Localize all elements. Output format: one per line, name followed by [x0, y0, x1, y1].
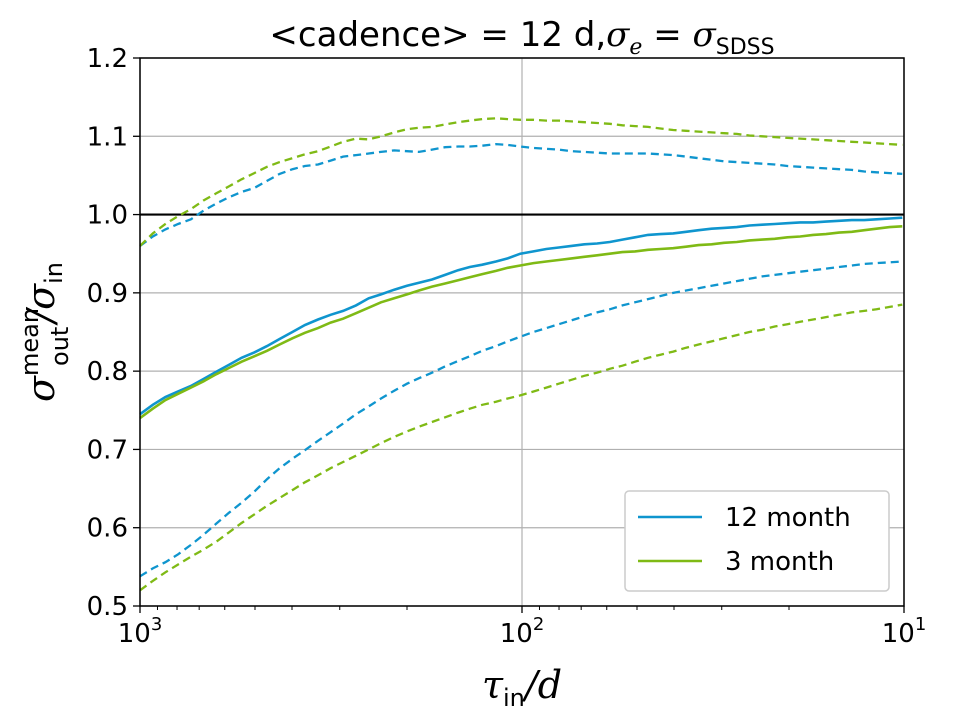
legend-label-3-month: 3 month [725, 547, 834, 577]
series-3-month-upper-line [139, 117, 903, 247]
x-tick-label-100: 102 [500, 614, 545, 649]
y-tick-label-1.0: 1.0 [87, 201, 128, 231]
x-tick-label-1000: 103 [118, 614, 163, 649]
legend-label-12-month: 12 month [725, 503, 851, 533]
axis-ticks: 0.5 0.6 0.7 0.8 0.9 1.0 1.1 1.2 103 102 101 [87, 44, 927, 649]
y-tick-label-0.7: 0.7 [87, 435, 128, 465]
y-tick-label-0.9: 0.9 [87, 279, 128, 309]
series-3-month-mean-line [139, 225, 903, 420]
legend: 12 month 3 month [624, 490, 890, 592]
x-axis-label: τin/d [482, 663, 562, 712]
y-axis-label: σmeanout/σin [16, 262, 74, 402]
x-tick-label-10: 101 [882, 614, 927, 649]
chart-title: <cadence> = 12 d,σe = σSDSS [269, 15, 774, 60]
series-12-month-lower-line [139, 260, 903, 578]
y-tick-label-1.2: 1.2 [87, 44, 128, 74]
series-12-month-mean-line [139, 216, 903, 416]
y-tick-label-1.1: 1.1 [87, 122, 128, 152]
series-lines [139, 117, 903, 592]
y-tick-label-0.8: 0.8 [87, 357, 128, 387]
y-tick-label-0.6: 0.6 [87, 514, 128, 544]
series-3-month-lower-line [139, 303, 903, 592]
series-12-month-upper-line [139, 142, 903, 247]
y-tick-label-0.5: 0.5 [87, 592, 128, 622]
